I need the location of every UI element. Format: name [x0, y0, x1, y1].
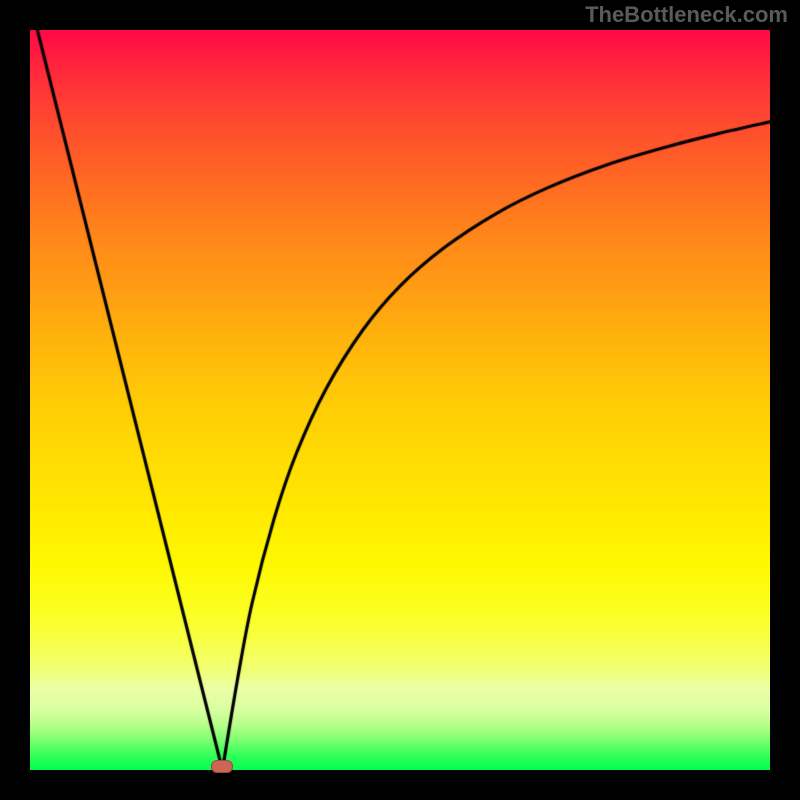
bottleneck-curve — [30, 30, 770, 770]
bottleneck-marker — [211, 760, 233, 773]
watermark-label: TheBottleneck.com — [585, 2, 788, 28]
chart-outer: TheBottleneck.com — [0, 0, 800, 800]
plot-area — [30, 30, 770, 770]
